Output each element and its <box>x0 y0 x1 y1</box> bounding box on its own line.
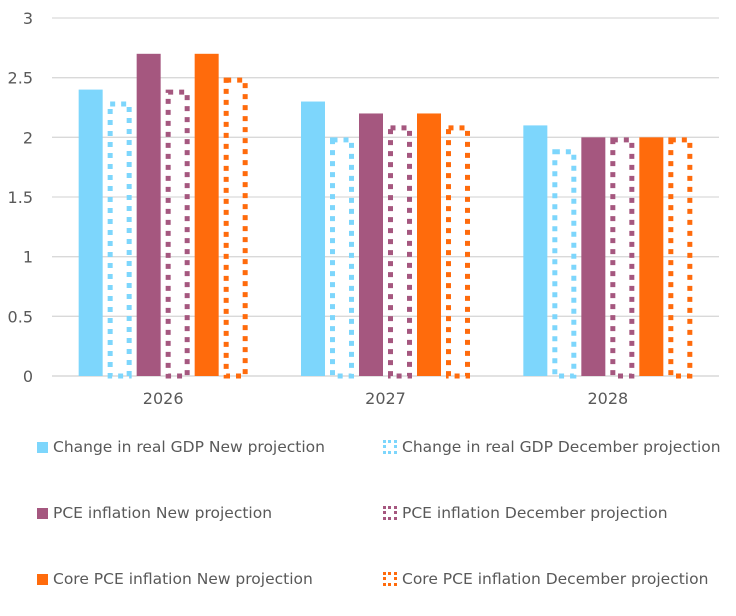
legend-swatch <box>383 440 397 454</box>
y-tick-label: 1.5 <box>8 188 33 207</box>
bar-chart: 0 0.5 1 1.5 2 2.5 3 2026 2027 2028 <box>8 9 719 408</box>
legend-swatch <box>383 572 397 586</box>
legend-item: PCE inflation December projection <box>383 504 668 522</box>
legend-label: Core PCE inflation New projection <box>53 570 313 588</box>
bar <box>417 113 441 376</box>
bar <box>223 77 248 379</box>
x-axis-ticks: 2026 2027 2028 <box>143 389 628 408</box>
legend-swatch <box>383 506 397 520</box>
y-tick-label: 3 <box>23 9 33 28</box>
legend-label: Change in real GDP New projection <box>53 438 325 456</box>
bar <box>581 137 606 376</box>
legend-item: Core PCE inflation New projection <box>37 570 313 588</box>
x-tick-label: 2028 <box>587 389 628 408</box>
bars <box>78 53 693 379</box>
y-tick-label: 2.5 <box>8 69 33 88</box>
bar <box>388 125 412 379</box>
bar <box>359 113 383 376</box>
y-tick-label: 0.5 <box>8 307 33 326</box>
legend-swatch <box>37 507 48 519</box>
bar <box>330 137 354 379</box>
y-tick-label: 0 <box>23 367 33 386</box>
bar <box>165 89 190 379</box>
bar <box>446 125 470 379</box>
legend-label: Change in real GDP December projection <box>402 438 721 456</box>
bar <box>194 53 219 377</box>
legend-item: Core PCE inflation December projection <box>383 570 708 588</box>
legend-swatch <box>37 441 48 453</box>
bar <box>668 137 693 379</box>
y-tick-label: 2 <box>23 128 33 147</box>
legend-label: PCE inflation December projection <box>402 504 668 522</box>
legend-swatch <box>37 573 48 585</box>
bar <box>523 125 548 377</box>
bar <box>78 89 103 376</box>
legend-item: PCE inflation New projection <box>37 504 272 522</box>
legend-item: Change in real GDP New projection <box>37 438 325 456</box>
bar <box>639 137 664 376</box>
bar <box>136 53 161 377</box>
y-axis-ticks: 0 0.5 1 1.5 2 2.5 3 <box>8 9 33 386</box>
bar <box>107 101 132 379</box>
bar <box>301 101 325 377</box>
legend-label: PCE inflation New projection <box>53 504 273 522</box>
x-tick-label: 2026 <box>143 389 184 408</box>
legend-item: Change in real GDP December projection <box>383 438 721 456</box>
bar <box>610 137 635 379</box>
gridlines <box>52 17 719 377</box>
x-tick-label: 2027 <box>365 389 406 408</box>
legend-label: Core PCE inflation December projection <box>402 570 709 588</box>
bar <box>552 149 577 379</box>
y-tick-label: 1 <box>23 248 33 267</box>
